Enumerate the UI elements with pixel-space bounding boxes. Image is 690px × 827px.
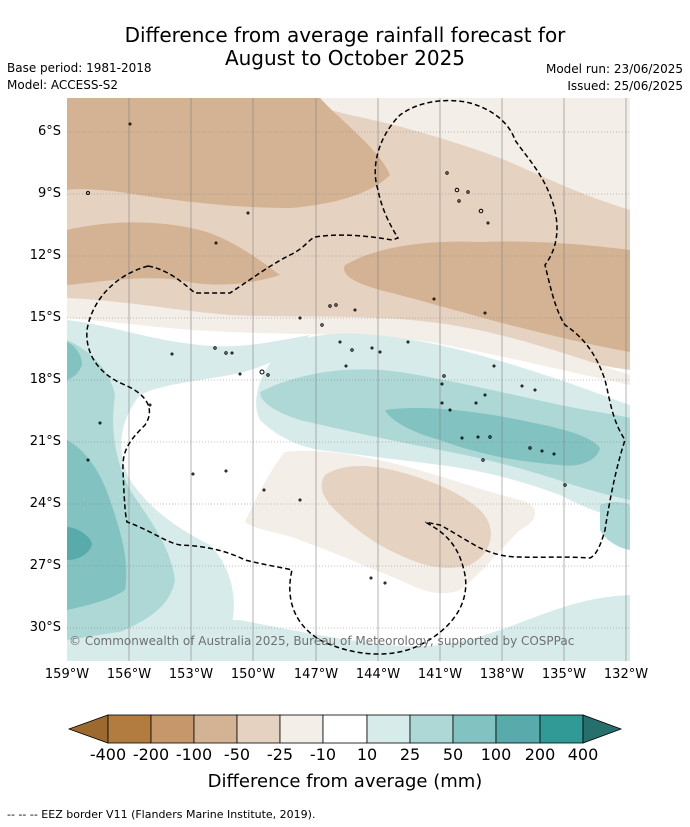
copyright-credit: © Commonwealth of Australia 2025, Bureau… bbox=[69, 634, 575, 648]
lat-label: 9°S bbox=[37, 186, 61, 201]
colorbar-bin bbox=[539, 714, 584, 744]
dry-band-mid-south bbox=[67, 222, 280, 285]
dry-band-mid-north bbox=[67, 98, 390, 208]
colorbar-bin bbox=[107, 714, 152, 744]
colorbar-tick: -50 bbox=[223, 745, 251, 764]
colorbar-bin bbox=[279, 714, 324, 744]
lat-label: 21°S bbox=[29, 434, 61, 449]
map-area bbox=[67, 98, 630, 661]
wet-blob-west-edge bbox=[67, 342, 82, 380]
lat-label: 6°S bbox=[37, 124, 61, 139]
gridlines bbox=[67, 98, 630, 661]
colorbar-bin bbox=[409, 714, 454, 744]
colorbar-tick: 10 bbox=[356, 745, 378, 764]
lat-label: 15°S bbox=[29, 310, 61, 325]
colorbar-over bbox=[582, 714, 623, 744]
lat-label: 24°S bbox=[29, 496, 61, 511]
base-period-text: Base period: 1981-2018 bbox=[7, 61, 152, 75]
issued-text: Issued: 25/06/2025 bbox=[567, 79, 683, 93]
colorbar-tick: 100 bbox=[480, 745, 512, 764]
colorbar-bin bbox=[150, 714, 195, 744]
eez-legend-note: -- -- -- EEZ border V11 (Flanders Marine… bbox=[7, 808, 316, 821]
lon-label: 153°W bbox=[168, 667, 214, 682]
colorbar-tick: 50 bbox=[442, 745, 464, 764]
model-run-text: Model run: 23/06/2025 bbox=[545, 62, 683, 76]
lon-label: 147°W bbox=[293, 667, 339, 682]
colorbar-tick: -10 bbox=[309, 745, 337, 764]
lon-label: 156°W bbox=[106, 667, 152, 682]
colorbar-bin bbox=[452, 714, 497, 744]
dry-band-lightest-north bbox=[300, 98, 630, 210]
lat-label: 12°S bbox=[29, 248, 61, 263]
wet-band-west-dark bbox=[67, 440, 127, 610]
colorbar-tick: 25 bbox=[399, 745, 421, 764]
colorbar-bin bbox=[236, 714, 281, 744]
colorbar-under bbox=[67, 714, 109, 744]
colorbar-title: Difference from average (mm) bbox=[207, 771, 483, 792]
colorbar-tick: -400 bbox=[89, 745, 127, 764]
colorbar-tick: 200 bbox=[524, 745, 556, 764]
lon-label: 135°W bbox=[541, 667, 587, 682]
colorbar-bin bbox=[366, 714, 411, 744]
colorbar-tick: -200 bbox=[132, 745, 170, 764]
colorbar-tick: 400 bbox=[567, 745, 599, 764]
colorbar-bin bbox=[322, 714, 368, 744]
dry-band-lightest-edge bbox=[67, 298, 630, 385]
lat-label: 30°S bbox=[29, 620, 61, 635]
colorbar-tick: -25 bbox=[266, 745, 294, 764]
colorbar-tick: -100 bbox=[175, 745, 213, 764]
colorbar-bin bbox=[495, 714, 541, 744]
lon-label: 138°W bbox=[479, 667, 525, 682]
eez-borders bbox=[86, 99, 626, 655]
run-info: Model run: 23/06/2025 Issued: 25/06/2025 bbox=[546, 61, 683, 95]
lon-label: 144°W bbox=[355, 667, 401, 682]
lon-label: 141°W bbox=[417, 667, 463, 682]
lat-label: 18°S bbox=[29, 372, 61, 387]
lon-label: 150°W bbox=[230, 667, 276, 682]
wet-band-central-dark bbox=[385, 408, 600, 466]
title-line-2: August to October 2025 bbox=[224, 46, 466, 70]
colorbar bbox=[67, 714, 623, 744]
colorbar-bin bbox=[193, 714, 238, 744]
lon-label: 132°W bbox=[603, 667, 649, 682]
title-line-1: Difference from average rainfall forecas… bbox=[124, 23, 566, 47]
eez-border-cook-islands bbox=[86, 265, 467, 655]
base-info: Base period: 1981-2018 Model: ACCESS-S2 bbox=[7, 60, 152, 94]
model-text: Model: ACCESS-S2 bbox=[7, 78, 119, 92]
chart-title: Difference from average rainfall forecas… bbox=[0, 24, 690, 70]
wet-band-south-light bbox=[67, 595, 630, 661]
eez-border-north bbox=[147, 99, 626, 559]
islands bbox=[86, 122, 567, 585]
lat-label: 27°S bbox=[29, 558, 61, 573]
wet-blob-west-darkest bbox=[67, 527, 92, 560]
lon-label: 159°W bbox=[44, 667, 90, 682]
dry-band-mid-east bbox=[344, 241, 630, 352]
dry-blob-south-mid bbox=[321, 466, 491, 568]
